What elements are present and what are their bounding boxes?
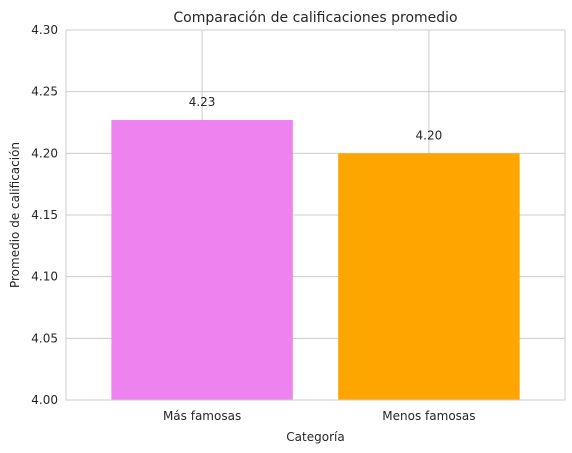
y-tick-label: 4.30 xyxy=(31,23,58,37)
bars xyxy=(111,120,520,401)
y-tick-label: 4.00 xyxy=(31,393,58,407)
chart-title: Comparación de calificaciones promedio xyxy=(173,10,457,26)
y-tick-label: 4.05 xyxy=(31,331,58,345)
bar-value-label: 4.23 xyxy=(189,95,216,109)
plot-frame xyxy=(65,29,566,401)
y-axis-label: Promedio de calificación xyxy=(8,142,22,288)
x-tick-labels: Más famosas Menos famosas xyxy=(163,409,476,423)
y-tick-label: 4.10 xyxy=(31,270,58,284)
bar xyxy=(338,153,520,400)
bar xyxy=(111,120,293,401)
y-tick-label: 4.25 xyxy=(31,85,58,99)
x-tick-label: Menos famosas xyxy=(382,409,475,423)
x-axis-label: Categoría xyxy=(286,430,344,444)
bar-value-label: 4.20 xyxy=(416,128,443,142)
bar-value-labels: 4.23 4.20 xyxy=(189,95,443,142)
y-tick-labels: 4.00 4.05 4.10 4.15 4.20 4.25 4.30 xyxy=(31,23,58,407)
y-tick-label: 4.15 xyxy=(31,208,58,222)
y-tick-label: 4.20 xyxy=(31,146,58,160)
x-tick-label: Más famosas xyxy=(163,409,241,423)
